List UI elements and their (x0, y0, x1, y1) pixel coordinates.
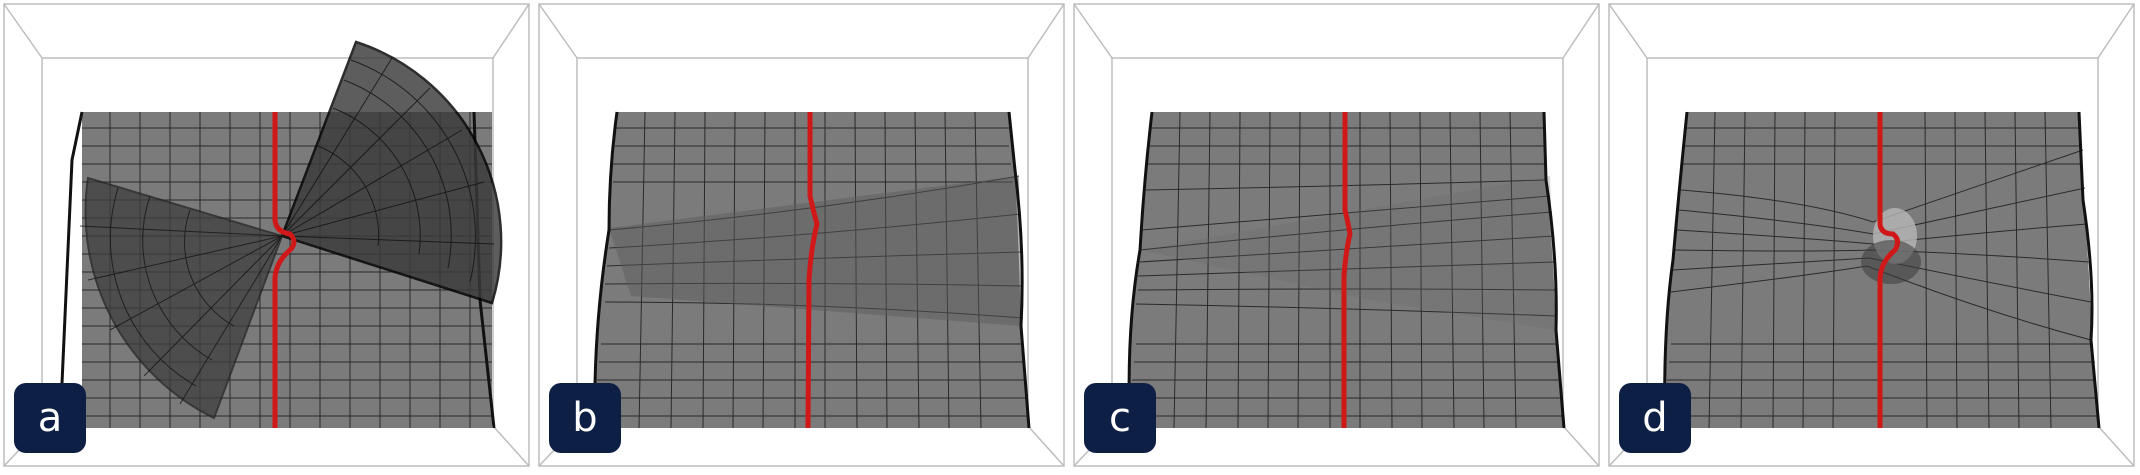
panel-a-figure (3, 3, 530, 467)
lower-wedge (79, 176, 284, 420)
panel-d: d (1605, 0, 2140, 475)
panel-label-c: c (1084, 383, 1156, 453)
upper-wedge (280, 40, 503, 305)
panel-b-figure (538, 3, 1065, 467)
panel-label-a: a (14, 383, 86, 453)
discontinuity-seam (1877, 112, 1901, 428)
panel-b: b (535, 0, 1070, 475)
panel-d-figure (1608, 3, 2135, 467)
panel-label-d: d (1619, 383, 1691, 453)
discontinuity-seam (272, 112, 297, 428)
panel-c-figure (1073, 3, 1600, 467)
discontinuity-seam (805, 112, 820, 429)
panel-a: a (0, 0, 535, 475)
discontinuity-seam (1341, 112, 1353, 428)
panel-label-b: b (549, 383, 621, 453)
panel-c: c (1070, 0, 1605, 475)
